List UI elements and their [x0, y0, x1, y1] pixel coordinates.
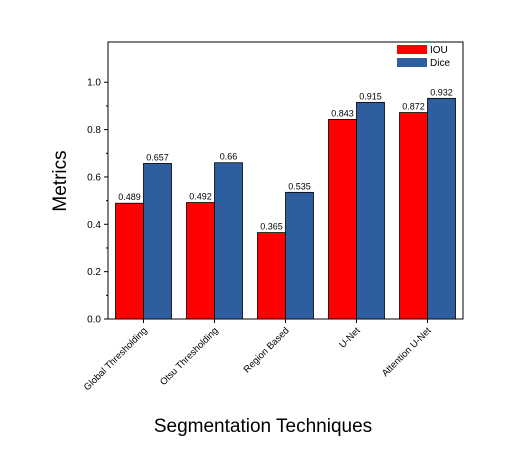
- x-axis: Global Thresholding Otsu Thresholding Regi…: [82, 319, 434, 393]
- y-tick-label: 0.6: [87, 172, 101, 183]
- bar-value-label: 0.915: [359, 91, 382, 101]
- bar-dice-4: [428, 98, 456, 319]
- y-axis-title: Metrics: [50, 150, 71, 211]
- x-axis-title: Segmentation Techniques: [154, 416, 372, 437]
- bar-value-label: 0.932: [430, 87, 453, 97]
- bar-value-label: 0.657: [146, 152, 169, 162]
- bar-value-label: 0.489: [118, 192, 141, 202]
- legend-label-dice: Dice: [430, 58, 450, 69]
- bar-value-label: 0.872: [402, 102, 425, 112]
- bar-iou-2: [258, 233, 286, 319]
- y-tick-label: 0.4: [87, 220, 101, 231]
- y-tick-label: 0.0: [87, 315, 101, 326]
- bar-iou-0: [116, 203, 144, 319]
- x-category-label: Otsu Thresholding: [158, 325, 221, 388]
- y-tick-label: 1.0: [87, 78, 101, 89]
- legend: IOU Dice: [397, 45, 450, 69]
- legend-swatch-iou: [397, 45, 427, 54]
- bar-value-label: 0.843: [331, 108, 354, 118]
- legend-swatch-dice: [397, 58, 427, 67]
- bar-value-label: 0.66: [220, 152, 238, 162]
- bar-dice-1: [215, 163, 243, 319]
- bar-dice-2: [286, 192, 314, 319]
- legend-label-iou: IOU: [430, 45, 448, 56]
- bar-iou-4: [400, 113, 428, 319]
- bar-iou-3: [329, 119, 357, 319]
- bar-iou-1: [187, 203, 215, 319]
- bar-value-label: 0.535: [288, 181, 311, 191]
- x-category-label: Global Thresholding: [82, 325, 150, 393]
- x-category-label: U-Net: [337, 325, 363, 351]
- bar-value-label: 0.492: [189, 192, 212, 202]
- bar-value-label: 0.365: [260, 222, 283, 232]
- x-category-label: Attention U-Net: [380, 325, 434, 379]
- bar-dice-3: [357, 102, 385, 319]
- bars-group: [116, 98, 456, 319]
- bar-dice-0: [144, 163, 172, 319]
- x-category-label: Region Based: [242, 325, 292, 375]
- y-tick-label: 0.8: [87, 125, 101, 136]
- y-tick-label: 0.2: [87, 267, 101, 278]
- y-axis: 0.0 0.2 0.4 0.6 0.8 1.0: [87, 78, 108, 326]
